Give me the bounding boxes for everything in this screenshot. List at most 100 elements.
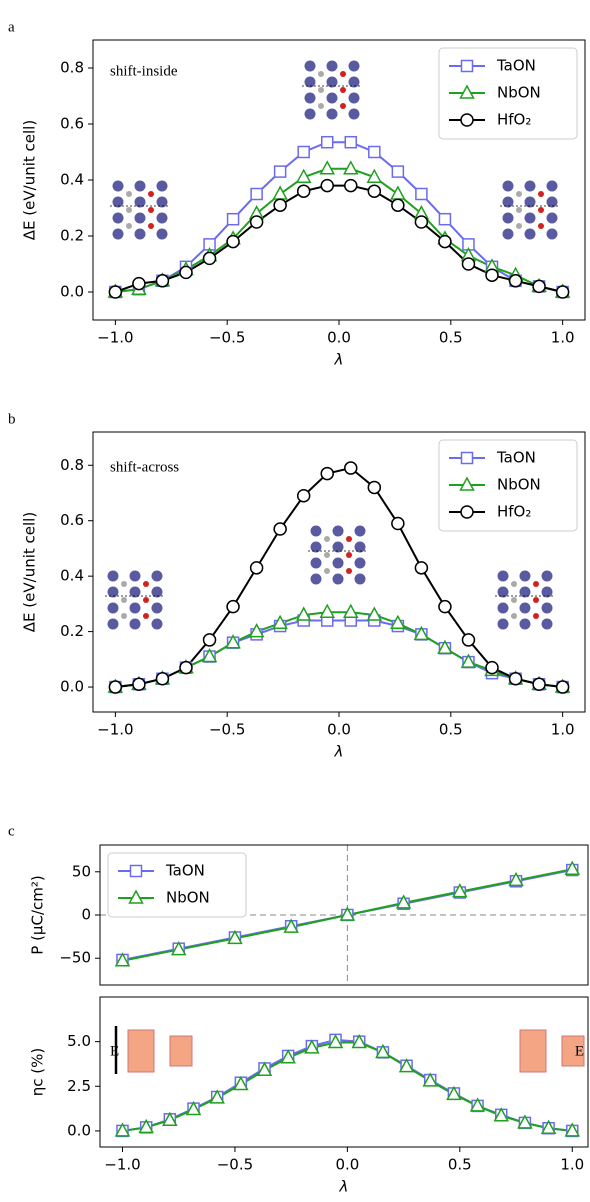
marker bbox=[202, 633, 217, 647]
atom bbox=[497, 570, 509, 582]
atom bbox=[502, 196, 514, 208]
atom bbox=[148, 223, 154, 229]
marker bbox=[339, 906, 356, 921]
panel-annotation: shift-inside bbox=[110, 63, 178, 79]
marker bbox=[564, 1122, 581, 1137]
y-axis-label: ΔE (eV/unit cell) bbox=[21, 512, 39, 632]
marker bbox=[485, 660, 499, 675]
marker bbox=[209, 1089, 225, 1104]
marker bbox=[185, 1100, 202, 1116]
atom bbox=[538, 191, 544, 197]
atom bbox=[112, 196, 124, 208]
crystal-inset bbox=[105, 570, 165, 630]
marker bbox=[320, 466, 334, 481]
marker bbox=[108, 680, 123, 694]
atom bbox=[538, 223, 544, 229]
atom bbox=[511, 613, 517, 619]
atom bbox=[502, 212, 514, 224]
legend-frame bbox=[438, 439, 578, 532]
marker bbox=[179, 265, 193, 280]
x-tick-label: −1.0 bbox=[97, 721, 133, 739]
marker bbox=[508, 274, 523, 288]
atom bbox=[134, 180, 146, 192]
atom bbox=[129, 586, 141, 598]
atom bbox=[107, 586, 119, 598]
atom bbox=[326, 92, 338, 104]
marker bbox=[272, 185, 288, 200]
marker bbox=[532, 677, 546, 692]
marker bbox=[368, 145, 381, 159]
legend-frame bbox=[438, 47, 578, 140]
marker bbox=[555, 680, 570, 694]
atom bbox=[332, 573, 344, 585]
atom bbox=[516, 191, 522, 197]
atom bbox=[143, 597, 149, 603]
atom bbox=[516, 223, 522, 229]
atom bbox=[533, 613, 539, 619]
atom bbox=[332, 557, 344, 569]
atom bbox=[134, 196, 146, 208]
atom bbox=[511, 581, 517, 587]
atom bbox=[524, 196, 536, 208]
marker bbox=[438, 599, 452, 614]
y-tick-label: 5.0 bbox=[67, 1032, 91, 1050]
marker bbox=[319, 603, 335, 618]
y-tick-label: 0.2 bbox=[60, 227, 84, 245]
plot-frame bbox=[92, 39, 586, 321]
marker bbox=[343, 603, 359, 618]
y-axis-label: ηc (%) bbox=[29, 1048, 47, 1096]
atom bbox=[326, 76, 338, 88]
atom bbox=[121, 613, 127, 619]
atom bbox=[348, 60, 360, 72]
marker bbox=[460, 653, 477, 668]
crystal-inset bbox=[110, 180, 170, 240]
atom bbox=[126, 207, 132, 213]
marker bbox=[248, 623, 265, 638]
marker bbox=[452, 883, 468, 898]
marker bbox=[414, 561, 429, 575]
field-label: E bbox=[110, 1043, 119, 1059]
marker bbox=[469, 1097, 486, 1112]
marker bbox=[438, 234, 452, 249]
atom bbox=[107, 618, 119, 630]
legend-label: NbON bbox=[497, 84, 541, 102]
atom bbox=[129, 618, 141, 630]
marker bbox=[366, 606, 383, 621]
legend-label: HfO₂ bbox=[497, 111, 531, 129]
marker bbox=[132, 276, 146, 291]
atom bbox=[502, 228, 514, 240]
y-tick-label: 0.0 bbox=[60, 678, 84, 696]
marker bbox=[343, 160, 359, 175]
atom bbox=[524, 228, 536, 240]
marker bbox=[296, 489, 311, 503]
marker bbox=[295, 606, 312, 621]
atom bbox=[519, 586, 531, 598]
marker bbox=[320, 135, 334, 149]
atom bbox=[112, 228, 124, 240]
marker bbox=[344, 178, 358, 193]
marker bbox=[249, 561, 264, 575]
atom bbox=[156, 180, 168, 192]
atom bbox=[310, 541, 322, 553]
marker bbox=[108, 285, 123, 299]
atom bbox=[541, 570, 553, 582]
atom bbox=[324, 552, 330, 558]
atom bbox=[332, 525, 344, 537]
atom bbox=[541, 618, 553, 630]
atom bbox=[324, 536, 330, 542]
marker bbox=[390, 614, 406, 630]
x-tick-label: 0.0 bbox=[327, 329, 351, 347]
marker bbox=[344, 135, 358, 149]
marker bbox=[461, 257, 476, 271]
marker bbox=[327, 1033, 344, 1049]
field-label: E bbox=[575, 1043, 584, 1059]
schematic-block bbox=[169, 1035, 193, 1067]
schematic-block bbox=[561, 1035, 585, 1067]
atom bbox=[310, 525, 322, 537]
marker bbox=[460, 451, 474, 465]
marker bbox=[437, 639, 453, 654]
marker bbox=[233, 1075, 249, 1091]
marker bbox=[508, 871, 524, 887]
marker bbox=[202, 251, 217, 266]
atom bbox=[318, 87, 324, 93]
